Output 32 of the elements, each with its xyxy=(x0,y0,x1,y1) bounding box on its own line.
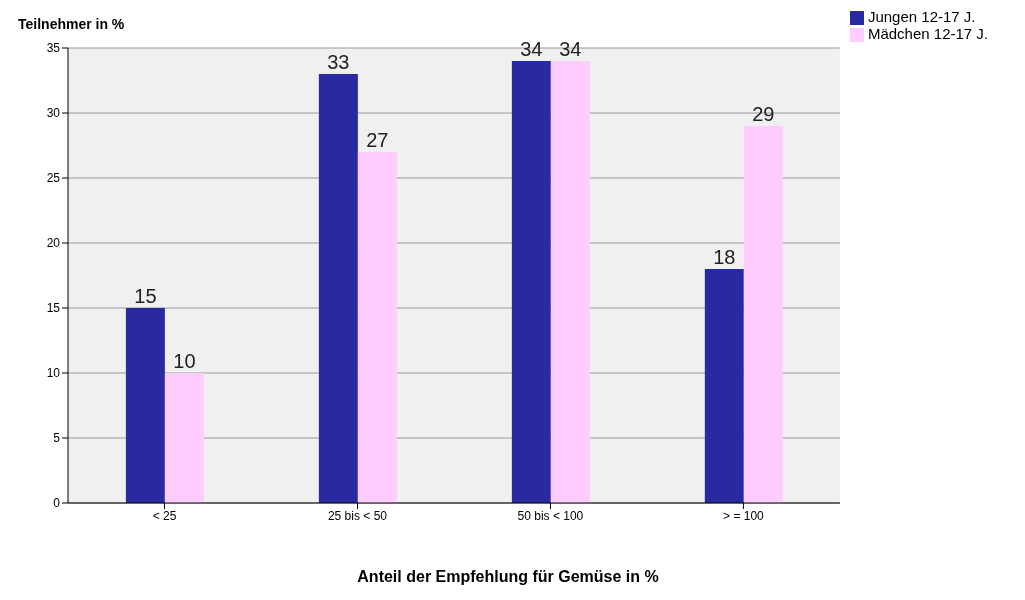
data-label: 34 xyxy=(520,38,543,60)
y-tick-label: 35 xyxy=(46,41,61,56)
y-tick-label: 15 xyxy=(46,301,61,316)
bar xyxy=(511,61,551,503)
bar xyxy=(357,152,397,503)
y-axis-title: Teilnehmer in % xyxy=(18,16,125,32)
bar xyxy=(550,61,590,503)
x-tick-label: 25 bis < 50 xyxy=(327,508,388,523)
data-label: 29 xyxy=(752,103,775,125)
data-label: 34 xyxy=(559,38,582,60)
y-tick-label: 20 xyxy=(46,236,61,251)
data-label: 33 xyxy=(327,51,350,73)
x-tick-label: < 25 xyxy=(152,508,177,523)
bar xyxy=(704,269,744,503)
y-tick-label: 25 xyxy=(46,171,61,186)
x-tick-label: 50 bis < 100 xyxy=(517,508,584,523)
bar xyxy=(743,126,783,503)
y-tick-label: 30 xyxy=(46,106,61,121)
legend-label: Jungen 12-17 J. xyxy=(867,8,976,25)
data-label: 10 xyxy=(173,350,196,372)
data-label: 27 xyxy=(366,129,389,151)
x-tick-label: > = 100 xyxy=(723,508,765,523)
y-tick-label: 0 xyxy=(53,496,61,511)
data-label: 15 xyxy=(134,285,157,307)
data-label: 18 xyxy=(713,246,736,268)
y-tick-label: 5 xyxy=(53,431,61,446)
legend-label: Mädchen 12-17 J. xyxy=(867,25,988,43)
bar xyxy=(164,373,204,503)
x-axis-title: Anteil der Empfehlung für Gemüse in % xyxy=(356,568,660,586)
bar xyxy=(125,308,165,503)
bar xyxy=(318,74,358,503)
y-tick-label: 10 xyxy=(46,366,61,381)
